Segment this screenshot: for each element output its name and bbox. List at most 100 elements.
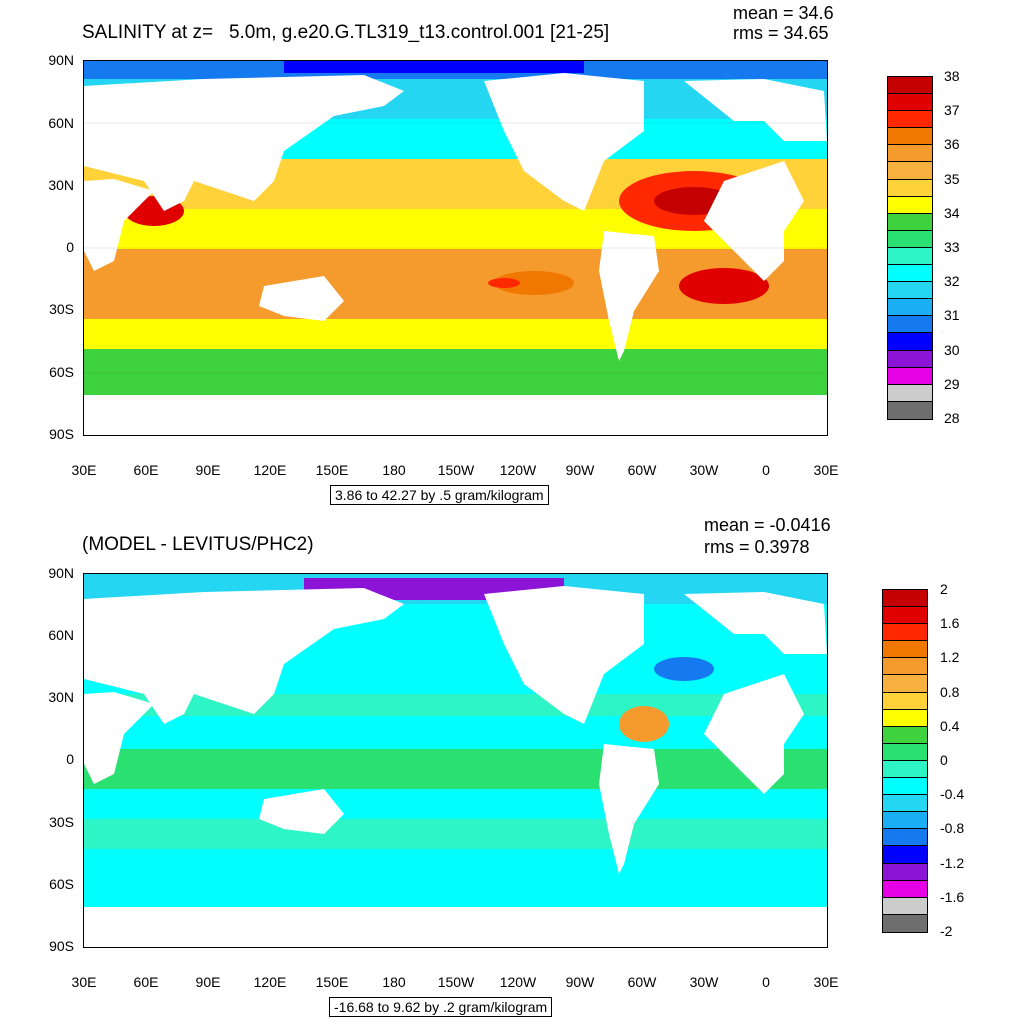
colorbar-segment	[888, 213, 932, 231]
colorbar-label: 29	[944, 375, 960, 392]
colorbar-segment	[883, 624, 927, 642]
panel2-title: (MODEL - LEVITUS/PHC2)	[82, 534, 314, 555]
colorbar-segment	[888, 145, 932, 163]
colorbar-label: 1.2	[940, 649, 960, 666]
colorbar-label: -0.8	[940, 820, 965, 837]
p1-lon-180: 180	[382, 462, 406, 478]
colorbar-segment	[888, 111, 932, 129]
p2-lat-60n: 60N	[48, 627, 74, 643]
colorbar-label: 2	[940, 581, 948, 597]
colorbar-segment	[888, 350, 932, 368]
colorbar-segment	[888, 196, 932, 214]
p2-lat-0: 0	[66, 751, 74, 767]
colorbar-segment	[888, 230, 932, 248]
colorbar-segment	[883, 760, 927, 779]
colorbar-segment	[883, 692, 927, 710]
p1-lon-30w: 30W	[689, 462, 719, 478]
colorbar-segment	[883, 897, 927, 915]
colorbar-segment	[888, 77, 932, 95]
p1-lat-60s: 60S	[49, 364, 74, 380]
panel2-rms: rms = 0.3978	[704, 537, 810, 557]
colorbar-segment	[883, 914, 927, 932]
colorbar-label: 33	[944, 239, 960, 255]
colorbar-label: -1.6	[940, 888, 965, 905]
panel1-contour-info: 3.86 to 42.27 by .5 gram/kilogram	[330, 485, 549, 505]
eurasia	[84, 75, 404, 211]
colorbar-label: 32	[944, 273, 960, 290]
eurasia-2	[84, 588, 404, 724]
colorbar-segment	[883, 675, 927, 693]
p2-lon-150w: 150W	[437, 974, 475, 990]
colorbar-segment	[888, 384, 932, 402]
p2-lon-30w: 30W	[689, 974, 719, 990]
colorbar-label: -1.2	[940, 854, 965, 871]
africa-west-2	[704, 674, 804, 794]
colorbar-label: 38	[944, 68, 960, 84]
colorbar-segment	[888, 333, 932, 351]
panel2-colorbar	[882, 589, 928, 933]
colorbar-label: 28	[944, 410, 960, 426]
colorbar-segment	[888, 247, 932, 266]
p2-lon-0: 0	[762, 974, 770, 990]
colorbar-label: 0.8	[940, 683, 960, 700]
australia-2	[259, 789, 344, 834]
europe-greenland	[684, 79, 827, 141]
p1-lat-60n: 60N	[48, 115, 74, 131]
p2-lon-180: 180	[382, 974, 406, 990]
colorbar-label: 36	[944, 136, 960, 153]
colorbar-label: 35	[944, 170, 960, 187]
colorbar-segment	[883, 641, 927, 659]
p1-lat-30s: 30S	[49, 301, 74, 317]
colorbar-label: 34	[944, 204, 960, 221]
south-pacific-max	[494, 271, 574, 295]
south-pacific-core	[488, 278, 520, 288]
p1-lon-120w: 120W	[499, 462, 537, 478]
colorbar-segment	[888, 299, 932, 317]
panel2-map	[83, 573, 828, 948]
antarctica	[84, 395, 827, 435]
panel2-map-svg	[84, 574, 827, 947]
p2-lat-30s: 30S	[49, 814, 74, 830]
equatorial-anomaly-band	[84, 749, 827, 789]
p1-lon-30e: 30E	[71, 462, 97, 478]
colorbar-segment	[883, 778, 927, 796]
colorbar-label: 37	[944, 102, 960, 119]
p1-lon-60e: 60E	[133, 462, 159, 478]
panel2-contour-info: -16.68 to 9.62 by .2 gram/kilogram	[329, 997, 553, 1017]
colorbar-segment	[883, 880, 927, 898]
p2-lon-90e: 90E	[195, 974, 221, 990]
p1-lat-30n: 30N	[48, 177, 74, 193]
colorbar-segment	[888, 316, 932, 334]
colorbar-segment	[888, 282, 932, 300]
colorbar-segment	[883, 590, 927, 608]
p1-lon-150w: 150W	[437, 462, 475, 478]
p2-lat-60s: 60S	[49, 876, 74, 892]
colorbar-segment	[888, 265, 932, 283]
p2-lon-120e: 120E	[253, 974, 287, 990]
colorbar-segment	[888, 367, 932, 385]
colorbar-segment	[883, 795, 927, 813]
colorbar-segment	[888, 162, 932, 180]
colorbar-segment	[883, 658, 927, 676]
p2-lon-150e: 150E	[315, 974, 349, 990]
colorbar-segment	[883, 829, 927, 847]
arctic-fresh-band	[284, 61, 584, 73]
p2-lon-60e: 60E	[133, 974, 159, 990]
p1-lon-0: 0	[762, 462, 770, 478]
caribbean-positive-anomaly	[619, 706, 669, 742]
panel1-colorbar	[887, 76, 933, 420]
panel1-map-svg	[84, 61, 827, 435]
p2-lon-30e: 30E	[71, 974, 97, 990]
colorbar-segment	[888, 401, 932, 419]
p1-lat-0: 0	[66, 239, 74, 255]
p1-lat-90n: 90N	[48, 52, 74, 68]
south-anomaly-band	[84, 819, 827, 849]
colorbar-segment	[883, 743, 927, 761]
p1-lon-30e-right: 30E	[813, 462, 839, 478]
colorbar-segment	[888, 179, 932, 197]
panel1-title: SALINITY at z= 5.0m, g.e20.G.TL319_t13.c…	[82, 22, 610, 43]
labrador-negative-anomaly	[654, 657, 714, 681]
australia	[259, 276, 344, 321]
colorbar-label: 31	[944, 307, 960, 324]
p2-lat-90n: 90N	[48, 565, 74, 581]
